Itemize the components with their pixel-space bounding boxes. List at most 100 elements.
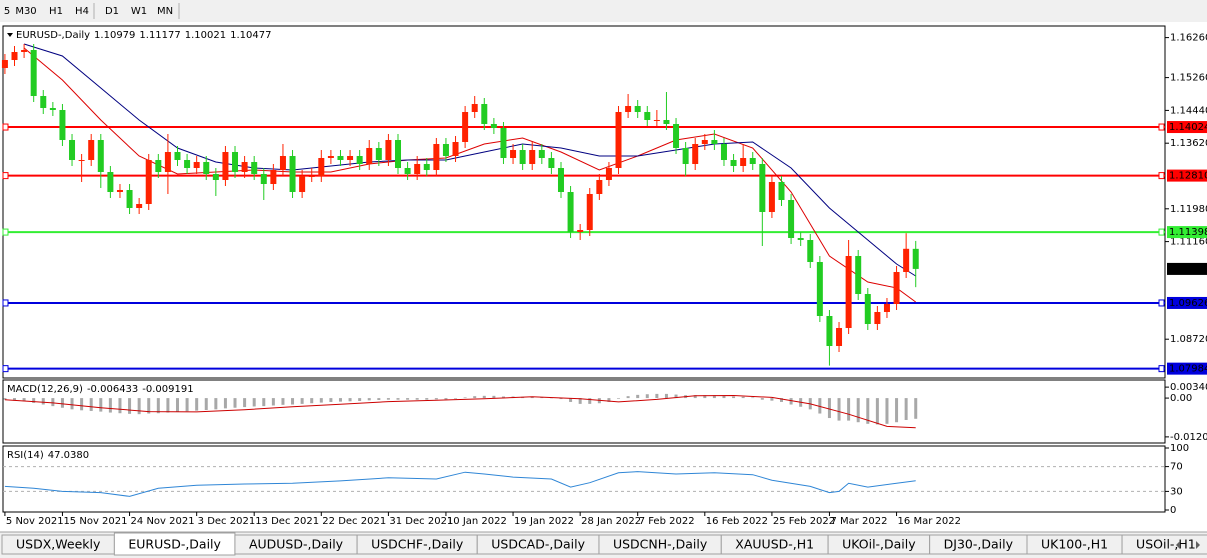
candle-body <box>433 144 440 170</box>
macd-bar <box>243 398 247 408</box>
tab[interactable]: XAUUSD-,H1 <box>720 534 829 555</box>
macd-bar <box>914 398 918 419</box>
macd-bar <box>281 398 285 405</box>
macd-bar <box>406 398 410 400</box>
macd-bar <box>770 398 774 401</box>
tab-background[interactable] <box>1121 534 1207 555</box>
macd-bar <box>463 397 467 399</box>
tab[interactable]: USDCHF-,Daily <box>356 534 478 555</box>
tab-scroll-arrow[interactable] <box>1176 541 1180 549</box>
candle-body <box>644 112 651 120</box>
tab-label[interactable]: DJ30-,Daily <box>944 537 1014 552</box>
tab-scroll-arrow[interactable] <box>1196 541 1200 549</box>
candle-body <box>730 160 737 166</box>
tab-label[interactable]: USDX,Weekly <box>16 537 101 552</box>
macd-bar <box>377 398 381 401</box>
candle-body <box>21 50 28 52</box>
tab[interactable]: USDCAD-,Daily <box>476 534 600 555</box>
tab[interactable]: UK100-,H1 <box>1026 534 1123 555</box>
tab-label[interactable]: AUDUSD-,Daily <box>249 537 344 552</box>
x-tick-label: 31 Dec 2021 <box>389 516 453 527</box>
candle-body <box>126 190 133 208</box>
tab[interactable]: USDX,Weekly <box>1 534 115 555</box>
candle-body <box>653 120 660 121</box>
candle-body <box>232 152 239 172</box>
x-tick-label: 5 Nov 2021 <box>6 516 64 527</box>
macd-bar <box>80 398 84 411</box>
ohlc-value: 1.11177 <box>139 30 180 41</box>
tab[interactable]: EURUSD-,Daily <box>113 532 236 556</box>
candle-body <box>289 156 296 192</box>
candle-body <box>615 112 622 168</box>
timeframe-label[interactable]: H1 <box>49 6 63 17</box>
tab[interactable]: USDCNH-,Daily <box>598 534 722 555</box>
candle-body <box>903 248 910 272</box>
tab[interactable]: AUDUSD-,Daily <box>234 534 358 555</box>
timeframe-button[interactable] <box>127 2 151 20</box>
tab-label[interactable]: USDCAD-,Daily <box>491 537 585 552</box>
candle-body <box>136 204 143 208</box>
candle-body <box>596 180 603 194</box>
macd-bar <box>530 396 534 399</box>
macd-bar <box>195 398 199 411</box>
candle-body <box>788 200 795 238</box>
toolbar <box>0 0 1207 22</box>
tab[interactable]: DJ30-,Daily <box>929 534 1028 555</box>
timeframe-button[interactable] <box>44 2 68 20</box>
tab-label[interactable]: UK100-,H1 <box>1041 537 1108 552</box>
tab-label[interactable]: EURUSD-,Daily <box>128 537 221 552</box>
macd-bar <box>396 398 400 400</box>
candle-body <box>241 162 248 172</box>
candle-body <box>308 176 315 177</box>
x-tick-label: 3 Dec 2021 <box>198 516 256 527</box>
timeframe-label[interactable]: 5 <box>4 6 10 17</box>
timeframe-label[interactable]: D1 <box>105 6 119 17</box>
tab-label[interactable]: UKOil-,Daily <box>842 537 916 552</box>
candle-body <box>625 106 632 112</box>
tab-label[interactable]: XAUUSD-,H1 <box>735 537 814 552</box>
macd-bar <box>147 398 151 414</box>
chart-header: EURUSD-,Daily 1.10979 1.11177 1.10021 1.1047… <box>16 30 271 41</box>
macd-bar <box>454 398 458 399</box>
macd-bar <box>108 398 112 413</box>
candle-body <box>538 150 545 158</box>
candle-body <box>740 158 747 166</box>
timeframe-button[interactable] <box>100 2 124 20</box>
macd-bar <box>51 398 55 407</box>
candle-body <box>634 106 641 112</box>
macd-bar <box>875 398 879 425</box>
macd-bar <box>214 398 218 410</box>
tab-label[interactable]: USOil-,H1 <box>1136 537 1196 552</box>
rsi-line <box>4 471 916 497</box>
candle-body <box>452 142 459 156</box>
macd-bar <box>233 398 237 408</box>
timeframe-button[interactable] <box>14 2 38 20</box>
macd-bar <box>847 398 851 421</box>
tab[interactable]: UKOil-,Daily <box>827 534 931 555</box>
level-price-label: 1.11398 <box>1169 227 1207 238</box>
timeframe-button[interactable] <box>153 2 177 20</box>
tab[interactable]: USOil-,H1 <box>1121 534 1207 555</box>
candle-body <box>768 182 775 212</box>
macd-bar <box>780 398 784 402</box>
timeframe-label[interactable]: MN <box>157 6 173 17</box>
candle-body <box>155 160 162 172</box>
timeframe-label[interactable]: M30 <box>15 6 36 17</box>
x-tick-label: 28 Jan 2022 <box>581 516 641 527</box>
macd-bar <box>866 398 870 424</box>
timeframe-button[interactable] <box>70 2 94 20</box>
level-handle <box>1158 299 1165 307</box>
tab-label[interactable]: USDCHF-,Daily <box>371 537 464 552</box>
timeframe-label[interactable]: W1 <box>131 6 147 17</box>
rsi-header: RSI(14) 47.0380 <box>7 450 89 461</box>
timeframe-label[interactable]: H4 <box>75 6 89 17</box>
tab-label[interactable]: USDCNH-,Daily <box>613 537 708 552</box>
rsi-tick-label: 30 <box>1170 486 1183 497</box>
timeframe-button[interactable] <box>2 2 12 20</box>
macd-bar <box>175 398 179 412</box>
macd-bar <box>741 396 745 399</box>
candle-body <box>673 124 680 148</box>
macd-bar <box>501 396 505 399</box>
macd-bar <box>128 398 132 414</box>
